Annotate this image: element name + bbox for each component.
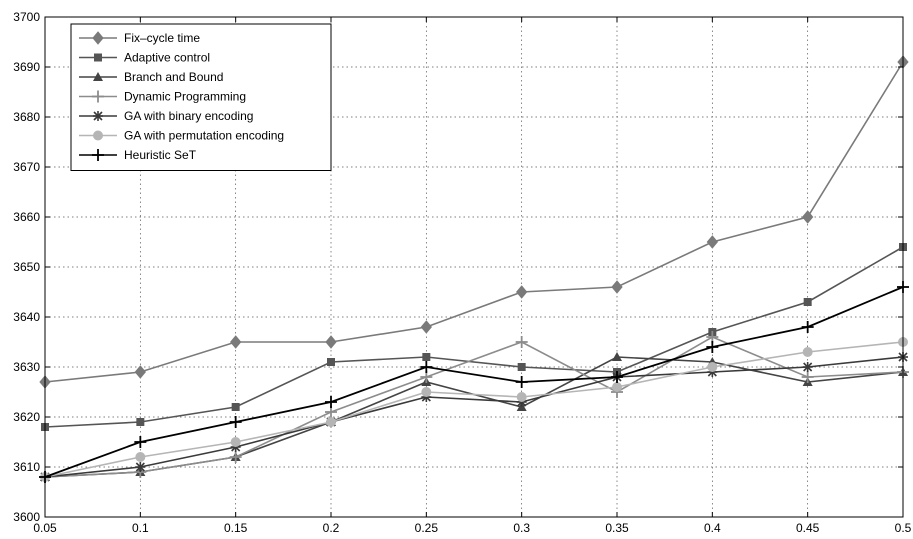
legend-item: GA with permutation encoding [79,129,284,143]
x-tick-label: 0.25 [415,521,439,535]
data-point [801,371,814,383]
x-tick-label: 0.2 [323,521,340,535]
data-point [422,353,431,361]
data-point [230,437,241,447]
series-line [44,356,904,478]
legend-swatch-marker [92,31,104,45]
data-point [325,335,337,349]
legend-item: Branch and Bound [79,70,223,84]
data-point [612,382,622,392]
data-point [230,335,242,349]
data-point [517,363,526,371]
data-point [421,387,432,397]
series-layer [39,55,909,483]
legend-label: Fix–cycle time [124,31,200,45]
x-tick-label: 0.5 [895,521,912,535]
data-point [802,210,814,224]
data-point [803,298,812,306]
data-point [706,235,718,249]
legend-label: Branch and Bound [124,70,223,84]
data-point [231,403,240,411]
data-point [611,280,623,294]
data-point [135,452,146,462]
data-point [229,416,242,428]
legend-swatch-marker [93,111,103,121]
y-tick-label: 3660 [13,210,40,224]
x-tick-label: 0.1 [132,521,149,535]
series-line [44,246,904,428]
data-point [611,371,623,383]
data-point [515,336,528,348]
legend-swatch-marker [93,130,103,141]
series-line [44,61,904,383]
data-point [134,436,147,448]
x-tick-label: 0.45 [796,521,820,535]
grid [45,17,903,517]
x-tick-label: 0.05 [33,521,57,535]
series-line [44,336,904,478]
data-point [420,320,432,334]
series-line [44,341,904,478]
y-tick-label: 3600 [13,510,40,524]
data-point [420,361,433,373]
data-point [802,347,813,357]
y-tick-label: 3620 [13,410,40,424]
data-point [135,462,146,472]
y-tick-label: 3690 [13,60,40,74]
y-tick-label: 3670 [13,160,40,174]
series-1 [41,243,907,431]
legend-swatch-marker [92,90,104,103]
y-tick-label: 3680 [13,110,40,124]
legend-item: Fix–cycle time [79,31,200,45]
data-point [802,362,813,372]
legend-swatch-marker [92,149,104,161]
legend-item: GA with binary encoding [79,109,253,123]
data-point [612,352,622,361]
legend-label: GA with permutation encoding [124,129,284,143]
legend-label: Dynamic Programming [124,90,246,104]
data-point [326,417,336,427]
x-tick-label: 0.15 [224,521,248,535]
data-point [229,451,242,463]
y-tick-label: 3650 [13,260,40,274]
legend-swatch-marker [93,72,103,81]
data-point [136,418,145,426]
legend-label: Adaptive control [124,51,210,65]
axis-ticks: 0.05 0.1 0.15 0.2 0.25 0.3 0.35 0.4 0.45 0.5 3600 3… [13,10,911,535]
legend-label: GA with binary encoding [124,109,253,123]
x-tick-label: 0.3 [513,521,530,535]
data-point [515,376,528,388]
series-6 [39,281,909,483]
data-point [325,396,337,408]
series-0 [39,55,909,389]
x-tick-label: 0.4 [704,521,721,535]
series-line [44,286,904,478]
y-tick-label: 3640 [13,310,40,324]
data-point [327,358,335,366]
legend-item: Dynamic Programming [79,90,246,104]
data-point [134,365,146,379]
data-point [706,341,719,353]
data-point [707,362,718,372]
legend-label: Heuristic SeT [124,148,197,162]
legend: Fix–cycle time Adaptive control Branch and… [70,23,332,171]
data-point [516,392,527,402]
legend-item: Heuristic SeT [79,148,197,162]
x-tick-label: 0.35 [605,521,629,535]
legend-item: Adaptive control [79,51,210,65]
data-point [801,321,814,333]
legend-swatch-marker [94,53,102,62]
data-point [516,285,528,299]
y-tick-label: 3610 [13,460,40,474]
series-5 [40,337,908,482]
y-tick-label: 3630 [13,360,40,374]
y-tick-label: 3700 [13,10,40,24]
